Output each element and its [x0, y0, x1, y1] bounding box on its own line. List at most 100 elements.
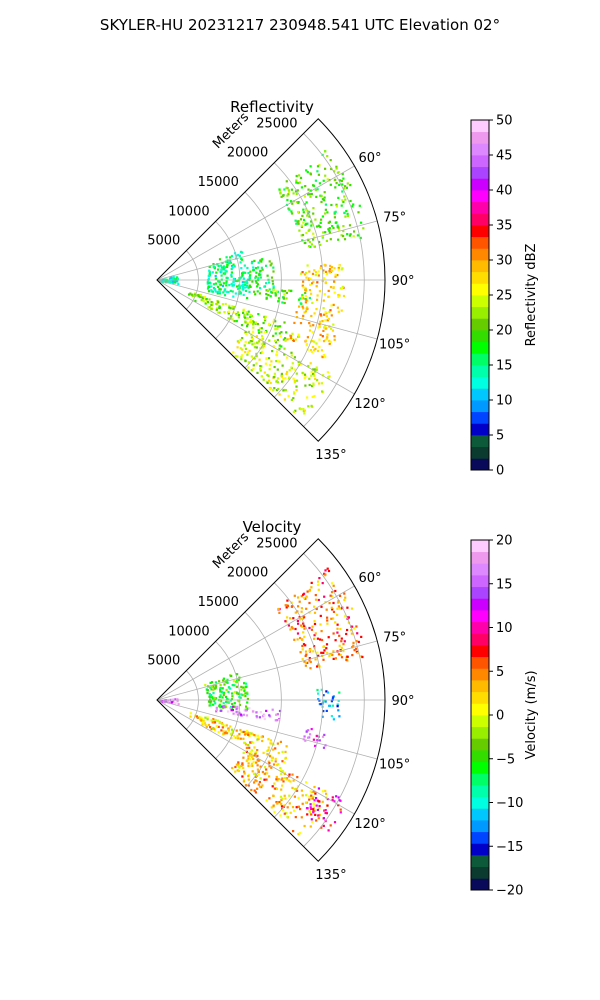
echo-gate [334, 178, 337, 181]
echo-gate [324, 811, 327, 815]
echo-gate [301, 284, 304, 287]
echo-gate [172, 280, 175, 283]
echo-gate [357, 640, 360, 643]
colorbar-segment [471, 341, 489, 354]
colorbar-segment [471, 878, 489, 891]
echo-gate [324, 789, 327, 792]
echo-gate [323, 199, 326, 202]
echo-gate [250, 749, 254, 752]
echo-gate [323, 324, 327, 327]
echo-gate [300, 186, 303, 189]
echo-gate [244, 730, 247, 734]
echo-gate [323, 191, 326, 194]
echo-gate [260, 327, 263, 330]
echo-gate [310, 581, 313, 584]
echo-gate [325, 709, 328, 712]
echo-gate [231, 695, 234, 698]
echo-gate [314, 594, 317, 597]
echo-gate [326, 319, 329, 322]
echo-gate [247, 351, 250, 354]
echo-gate [337, 238, 340, 241]
echo-gate [268, 379, 271, 382]
echo-gate [272, 389, 275, 392]
echo-gate [231, 702, 234, 706]
echo-gate [257, 773, 260, 776]
echo-gate [199, 296, 202, 299]
echo-gate [254, 752, 257, 756]
echo-gate [243, 688, 246, 691]
echo-gate [317, 580, 320, 583]
echo-gate [201, 721, 204, 724]
echo-gate [317, 270, 320, 273]
colorbar-segment [471, 563, 489, 576]
echo-gate [254, 276, 257, 279]
echo-gate [225, 284, 228, 287]
echo-gate [233, 320, 236, 323]
echo-gate [275, 290, 278, 293]
echo-gate [219, 694, 222, 697]
echo-gate [239, 261, 242, 264]
echo-gate [329, 159, 332, 162]
echo-gate [212, 703, 215, 706]
echo-gate [305, 201, 308, 204]
echo-gate [258, 358, 261, 361]
echo-gate [307, 277, 311, 280]
echo-gate [310, 192, 313, 196]
echo-gate [257, 266, 260, 269]
echo-gate [325, 647, 328, 650]
echo-gate [240, 765, 243, 768]
echo-gate [302, 286, 305, 289]
echo-gate [333, 338, 336, 341]
echo-gate [331, 595, 334, 598]
colorbar-segment [471, 586, 489, 599]
sector-outline [156, 118, 386, 442]
echo-gate [319, 267, 322, 270]
echo-gate [295, 806, 298, 809]
echo-gate [222, 706, 225, 709]
echo-gate [230, 254, 234, 258]
echo-gate [295, 389, 298, 392]
echo-gate [342, 177, 345, 180]
echo-gate [276, 779, 279, 782]
echo-gate [251, 314, 254, 317]
echo-gate [281, 784, 284, 787]
echo-gate [319, 333, 322, 336]
echo-gate [278, 344, 281, 347]
echo-gate [269, 755, 272, 758]
echo-gate [301, 214, 304, 217]
echo-gate [280, 772, 283, 775]
echo-gate [294, 338, 297, 341]
echo-gate [327, 228, 330, 231]
echo-gate [327, 221, 330, 224]
colorbar-tick-label: 0 [496, 709, 504, 724]
echo-gate [308, 601, 311, 605]
echo-gate [345, 658, 348, 662]
echo-gate [250, 321, 253, 324]
echo-gate [351, 205, 354, 208]
echo-gate [229, 699, 232, 702]
echo-gate [328, 271, 331, 274]
echo-gate [293, 594, 296, 597]
echo-gate [246, 730, 249, 733]
echo-gate [255, 275, 258, 278]
echo-gate [236, 680, 239, 684]
echo-gate [286, 605, 290, 608]
echo-gate [318, 225, 321, 228]
echo-gate [326, 155, 329, 158]
echo-gate [352, 641, 355, 644]
echo-gate [305, 276, 308, 279]
echo-gate [320, 630, 323, 633]
echo-gate [263, 766, 267, 769]
echo-gate [333, 280, 336, 283]
echo-gate [207, 277, 210, 280]
echo-gate [307, 212, 310, 215]
echo-gate [333, 291, 336, 294]
echo-gate [208, 269, 211, 272]
echo-gate [226, 259, 229, 262]
echo-gate [293, 321, 296, 324]
echo-gate [219, 690, 222, 693]
echo-gate [245, 333, 248, 336]
echo-gate [305, 781, 308, 784]
echo-gate [215, 308, 218, 311]
echo-gate [222, 268, 225, 271]
